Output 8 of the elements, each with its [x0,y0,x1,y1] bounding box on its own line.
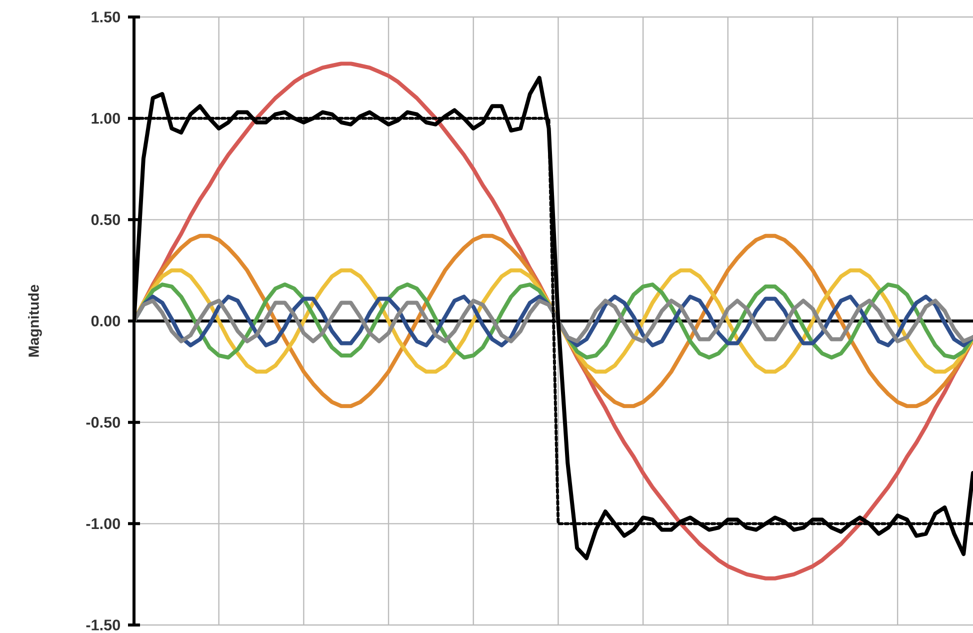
y-axis-title: Magnitude [28,284,42,357]
y-tick-label: 0.50 [91,214,120,226]
y-tick-label: 1.50 [92,12,120,22]
y-tick-label: -0.50 [86,416,120,428]
y-tick-label: 1.00 [92,112,120,124]
y-tick-label: -1.50 [86,620,120,630]
y-tick-label: 0.00 [91,316,120,326]
y-tick-label: -1.00 [86,518,120,530]
